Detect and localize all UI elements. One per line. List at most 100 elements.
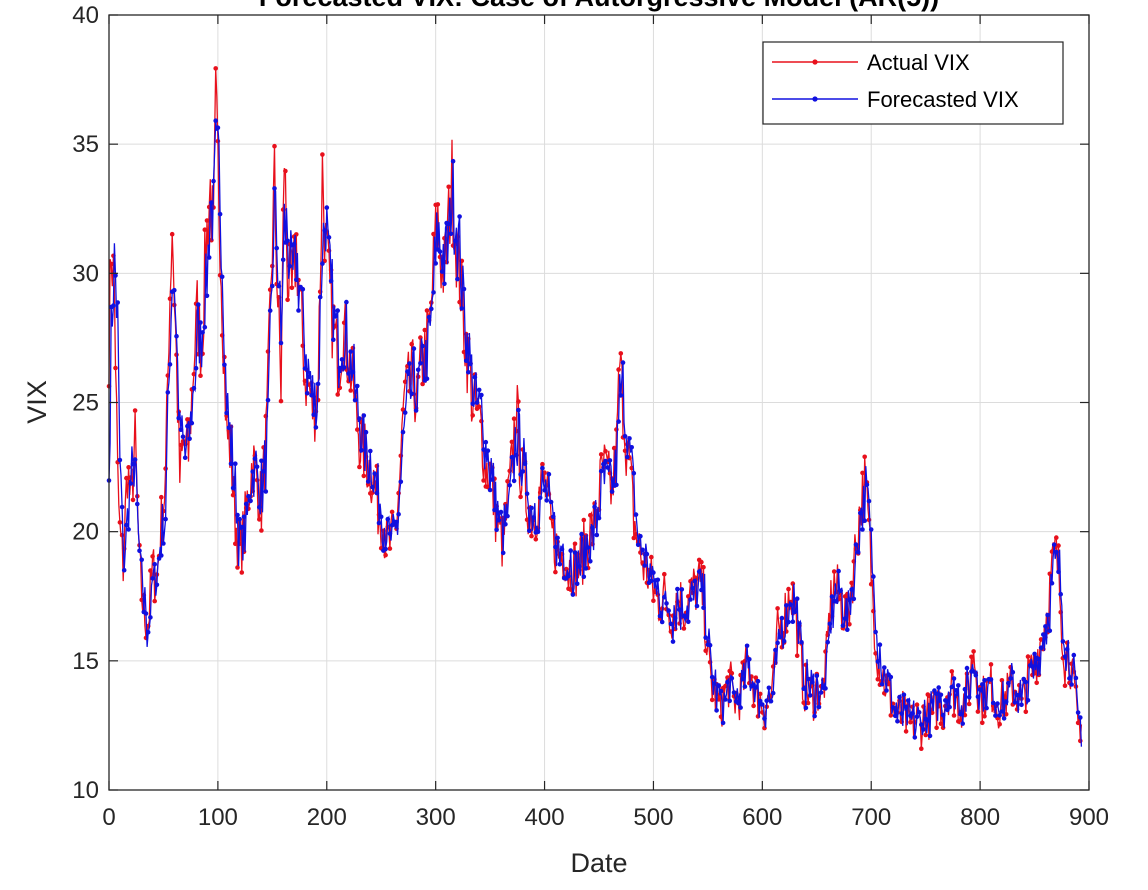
- data-point: [159, 553, 164, 558]
- data-point: [951, 676, 957, 681]
- data-point: [446, 221, 452, 227]
- data-point: [777, 634, 783, 640]
- data-point: [868, 581, 874, 587]
- data-point: [1051, 542, 1057, 547]
- data-point: [690, 585, 695, 591]
- data-point: [424, 308, 430, 313]
- data-point: [1062, 654, 1068, 659]
- data-point: [196, 302, 201, 307]
- data-point: [982, 714, 987, 719]
- data-point: [559, 547, 565, 552]
- data-point: [588, 559, 593, 564]
- data-point: [398, 479, 404, 485]
- data-point: [145, 629, 151, 635]
- data-point: [784, 603, 789, 608]
- data-point: [500, 550, 506, 556]
- data-point: [1075, 710, 1081, 715]
- data-point: [951, 713, 957, 718]
- data-point: [701, 605, 706, 611]
- x-tick-label: 300: [416, 804, 456, 831]
- data-point: [823, 686, 828, 691]
- data-point: [226, 425, 232, 431]
- data-point: [649, 578, 654, 584]
- data-point: [294, 277, 299, 283]
- data-point: [490, 477, 495, 482]
- data-point: [980, 682, 985, 687]
- data-point: [315, 381, 321, 387]
- data-point: [472, 375, 478, 380]
- data-point: [696, 569, 702, 574]
- data-point: [786, 586, 791, 592]
- data-point: [614, 482, 619, 488]
- data-point: [779, 615, 785, 621]
- data-point: [988, 677, 994, 682]
- data-point: [984, 705, 989, 711]
- data-point: [544, 498, 549, 503]
- data-point: [254, 464, 260, 470]
- data-point: [890, 705, 896, 710]
- x-tick-label: 700: [851, 804, 891, 831]
- data-point: [1023, 709, 1029, 715]
- data-point: [788, 602, 793, 607]
- data-point: [176, 415, 181, 421]
- data-point: [866, 498, 872, 504]
- data-point: [322, 228, 327, 233]
- data-point: [496, 517, 502, 523]
- data-point: [389, 509, 395, 515]
- data-point: [825, 639, 830, 645]
- data-point: [405, 369, 410, 374]
- data-point: [577, 564, 582, 569]
- data-point: [725, 679, 730, 685]
- data-point: [956, 683, 961, 688]
- data-point: [359, 448, 364, 453]
- data-point: [770, 690, 776, 696]
- data-point: [511, 478, 517, 484]
- data-point: [836, 568, 841, 574]
- data-point: [148, 615, 153, 620]
- data-point: [1058, 591, 1063, 597]
- data-point: [620, 360, 626, 365]
- data-point: [603, 458, 608, 464]
- data-point: [272, 186, 277, 191]
- data-point: [383, 546, 388, 552]
- data-point: [551, 514, 556, 520]
- data-point: [672, 615, 678, 621]
- data-point: [387, 546, 393, 551]
- data-point: [355, 383, 360, 389]
- data-point: [503, 522, 508, 527]
- data-point: [934, 725, 939, 731]
- data-point: [659, 619, 665, 625]
- data-point: [927, 733, 933, 739]
- data-point: [640, 547, 645, 553]
- data-point: [720, 720, 726, 726]
- data-point: [775, 640, 780, 646]
- data-point: [239, 524, 245, 530]
- data-point: [413, 408, 419, 413]
- data-point: [960, 721, 965, 726]
- data-point: [542, 470, 547, 476]
- data-point: [402, 410, 408, 415]
- data-point: [361, 413, 367, 418]
- data-point: [831, 569, 837, 574]
- data-point: [714, 708, 719, 713]
- data-point: [533, 537, 539, 542]
- data-point: [289, 285, 295, 291]
- data-point: [476, 387, 482, 393]
- data-point: [638, 533, 643, 539]
- data-point: [1054, 549, 1059, 555]
- data-point: [980, 720, 985, 726]
- data-point: [324, 205, 330, 210]
- data-point: [799, 640, 804, 645]
- data-point: [949, 669, 955, 674]
- data-point: [938, 721, 944, 726]
- data-point: [520, 469, 526, 474]
- data-point: [494, 527, 499, 533]
- data-point: [302, 366, 308, 371]
- data-point: [187, 436, 192, 442]
- data-point: [163, 516, 168, 522]
- x-tick-label: 600: [742, 804, 782, 831]
- data-point: [882, 665, 887, 670]
- data-point: [969, 654, 974, 660]
- data-point: [505, 513, 510, 519]
- data-point: [633, 512, 639, 517]
